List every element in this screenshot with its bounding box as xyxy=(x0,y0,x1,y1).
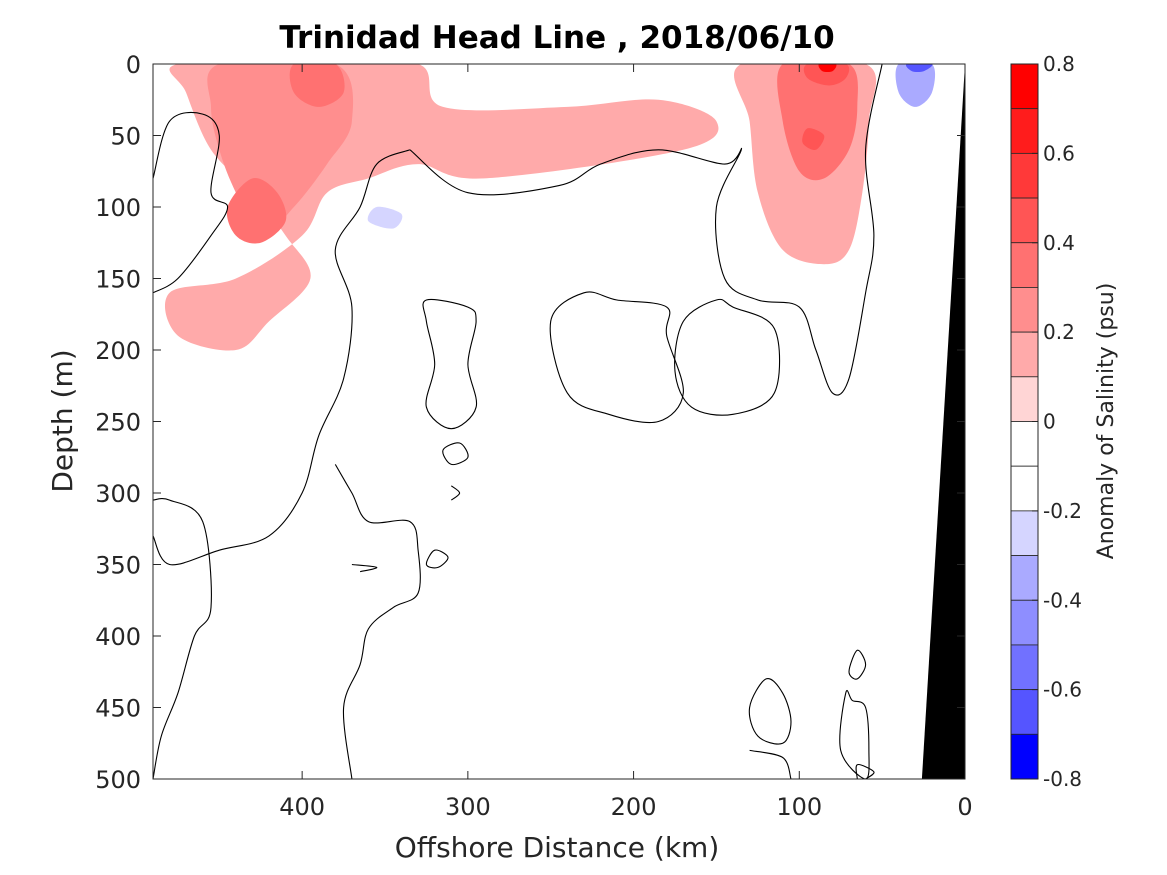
negative-anomaly-region-5 xyxy=(905,64,933,73)
chart-title: Trinidad Head Line , 2018/06/10 xyxy=(279,20,834,56)
bathymetry-shading xyxy=(921,64,965,779)
y-tick-label-150: 150 xyxy=(95,266,141,294)
zero-contour-11 xyxy=(351,563,378,573)
colorbar-level-14 xyxy=(1010,689,1039,735)
colorbar-tick-label-5: -0.2 xyxy=(1043,499,1082,523)
bathymetry-polygon xyxy=(921,64,965,779)
y-tick-label-200: 200 xyxy=(95,337,141,365)
zero-contour-16 xyxy=(855,764,875,779)
colorbar-level-15 xyxy=(1010,733,1039,780)
colorbar-level-6 xyxy=(1010,331,1039,378)
zero-contour-3 xyxy=(153,498,212,779)
colorbar-ticks: 0.8 0.6 0.4 0.2 0 -0.2 -0.4 -0.6 -0.8 xyxy=(1032,52,1082,791)
colorbar-level-5 xyxy=(1010,287,1039,333)
colorbar-level-7 xyxy=(1010,376,1039,422)
colorbar-tick-label-2: 0.4 xyxy=(1043,231,1075,255)
colorbar-level-12 xyxy=(1010,599,1039,646)
x-tick-label-300: 300 xyxy=(445,793,491,821)
colorbar-level-10 xyxy=(1010,510,1039,556)
negative-anomaly-region-1 xyxy=(367,206,403,229)
zero-contour-13 xyxy=(749,749,792,779)
y-tick-label-0: 0 xyxy=(126,51,141,79)
zero-contour-1 xyxy=(409,64,883,396)
colorbar-tick-label-7: -0.6 xyxy=(1043,678,1082,702)
zero-contour-12 xyxy=(748,677,792,745)
zero-contour-6 xyxy=(674,298,781,416)
colorbar-level-13 xyxy=(1010,644,1039,691)
y-axis-ticks: 0 50 100 150 200 250 300 350 400 450 500 xyxy=(95,51,965,794)
y-tick-label-300: 300 xyxy=(95,480,141,508)
zero-contour-14 xyxy=(848,649,867,680)
colorbar-level-2 xyxy=(1010,152,1039,199)
zero-contour-8 xyxy=(442,442,469,466)
colorbar: 0.8 0.6 0.4 0.2 0 -0.2 -0.4 -0.6 -0.8 Anomaly of… xyxy=(1010,52,1119,791)
negative-anomaly-region-2 xyxy=(591,178,735,232)
zero-contour-5 xyxy=(549,291,684,424)
positive-anomaly-region-3 xyxy=(226,178,287,244)
y-tick-label-100: 100 xyxy=(95,194,141,222)
x-tick-label-0: 0 xyxy=(957,793,972,821)
colorbar-tick-label-3: 0.2 xyxy=(1043,320,1075,344)
positive-anomaly-fills xyxy=(165,64,876,351)
x-axis-label: Offshore Distance (km) xyxy=(395,831,720,864)
zero-contour-0 xyxy=(153,111,229,294)
y-tick-label-250: 250 xyxy=(95,409,141,437)
positive-anomaly-region-5 xyxy=(777,64,858,181)
colorbar-level-1 xyxy=(1010,108,1039,154)
positive-anomaly-region-8 xyxy=(802,128,825,150)
colorbar-tick-label-4: 0 xyxy=(1043,410,1056,434)
y-tick-label-400: 400 xyxy=(95,623,141,651)
colorbar-tick-label-0: 0.8 xyxy=(1043,52,1075,76)
y-tick-label-500: 500 xyxy=(95,766,141,794)
colorbar-level-0 xyxy=(1010,63,1039,110)
x-tick-label-200: 200 xyxy=(611,793,657,821)
negative-anomaly-fills xyxy=(342,64,945,285)
colorbar-level-11 xyxy=(1010,555,1039,601)
y-tick-label-50: 50 xyxy=(110,123,141,151)
zero-contour-4 xyxy=(422,298,478,430)
negative-anomaly-region-4 xyxy=(895,64,936,107)
positive-anomaly-region-2 xyxy=(289,64,345,107)
negative-anomaly-region-3 xyxy=(880,64,945,207)
x-tick-label-400: 400 xyxy=(279,793,325,821)
zero-contour-lines xyxy=(153,64,883,779)
x-tick-label-100: 100 xyxy=(776,793,822,821)
colorbar-tick-label-6: -0.4 xyxy=(1043,588,1082,612)
zero-contour-7 xyxy=(334,464,421,779)
zero-contour-10 xyxy=(425,549,449,569)
colorbar-tick-label-1: 0.6 xyxy=(1043,141,1075,165)
colorbar-level-9 xyxy=(1010,465,1039,512)
colorbar-level-3 xyxy=(1010,197,1039,244)
y-axis-label: Depth (m) xyxy=(46,349,79,492)
colorbar-level-4 xyxy=(1010,242,1039,288)
colorbar-label: Anomaly of Salinity (psu) xyxy=(1094,283,1119,560)
zero-contour-9 xyxy=(450,485,461,501)
plot-area xyxy=(152,63,966,780)
colorbar-tick-label-8: -0.8 xyxy=(1043,767,1082,791)
y-tick-label-350: 350 xyxy=(95,552,141,580)
x-axis-ticks: 400 300 200 100 0 xyxy=(279,64,973,821)
zero-contour-15 xyxy=(839,689,870,779)
y-tick-label-450: 450 xyxy=(95,695,141,723)
zero-contour-2 xyxy=(153,149,411,566)
positive-anomaly-region-6 xyxy=(803,64,850,86)
positive-anomaly-region-7 xyxy=(818,64,837,73)
colorbar-level-8 xyxy=(1010,421,1039,467)
negative-anomaly-region-0 xyxy=(342,189,435,285)
